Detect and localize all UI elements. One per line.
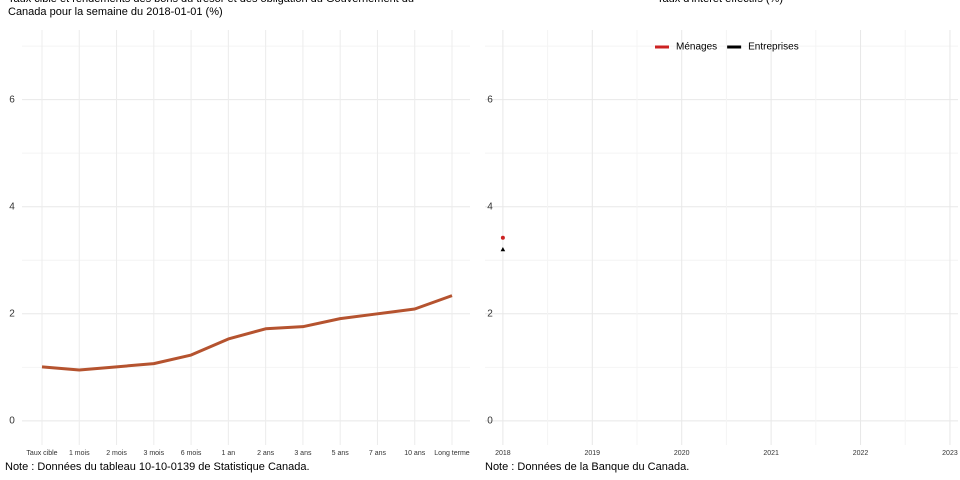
- x-tick-label: 2021: [763, 450, 779, 457]
- x-tick-label: 2018: [495, 450, 511, 457]
- x-tick-label: 1 mois: [69, 450, 90, 457]
- y-tick-label: 0: [487, 416, 493, 427]
- chart-title: Taux d'intérêt effectifs (%): [657, 0, 783, 5]
- x-tick-label: 5 ans: [332, 450, 350, 457]
- x-tick-label: 2022: [853, 450, 869, 457]
- y-tick-label: 4: [487, 201, 493, 212]
- x-tick-label: 2020: [674, 450, 690, 457]
- line: [41, 294, 453, 372]
- x-tick-label: 3 ans: [294, 450, 312, 457]
- y-tick-label: 0: [9, 416, 15, 427]
- point: [500, 235, 505, 240]
- x-tick-label: 7 ans: [369, 450, 387, 457]
- point: [500, 247, 506, 252]
- y-tick-label: 4: [9, 201, 15, 212]
- note: Note : Données du tableau 10-10-0139 de …: [5, 461, 310, 473]
- y-tick-label: 2: [9, 308, 15, 319]
- x-tick-label: 10 ans: [404, 450, 426, 457]
- x-tick-label: 3 mois: [144, 450, 165, 457]
- chart-title: Canada pour la semaine du 2018-01-01 (%): [8, 6, 223, 18]
- x-tick-label: 2023: [942, 450, 958, 457]
- x-tick-label: Taux cible: [26, 450, 57, 457]
- y-tick-label: 6: [487, 94, 493, 105]
- x-tick-label: 2 mois: [106, 450, 127, 457]
- x-tick-label: 6 mois: [181, 450, 202, 457]
- legend-label: Ménages: [676, 42, 717, 53]
- chart-title: Taux cible et rendements des bons du tré…: [8, 0, 414, 5]
- x-tick-label: 1 an: [222, 450, 236, 457]
- x-tick-label: 2019: [585, 450, 601, 457]
- y-tick-label: 2: [487, 308, 493, 319]
- legend-label: Entreprises: [748, 42, 799, 53]
- x-tick-label: Long terme: [434, 450, 470, 457]
- x-tick-label: 2 ans: [257, 450, 275, 457]
- y-tick-label: 6: [9, 94, 15, 105]
- note: Note : Données de la Banque du Canada.: [485, 461, 689, 473]
